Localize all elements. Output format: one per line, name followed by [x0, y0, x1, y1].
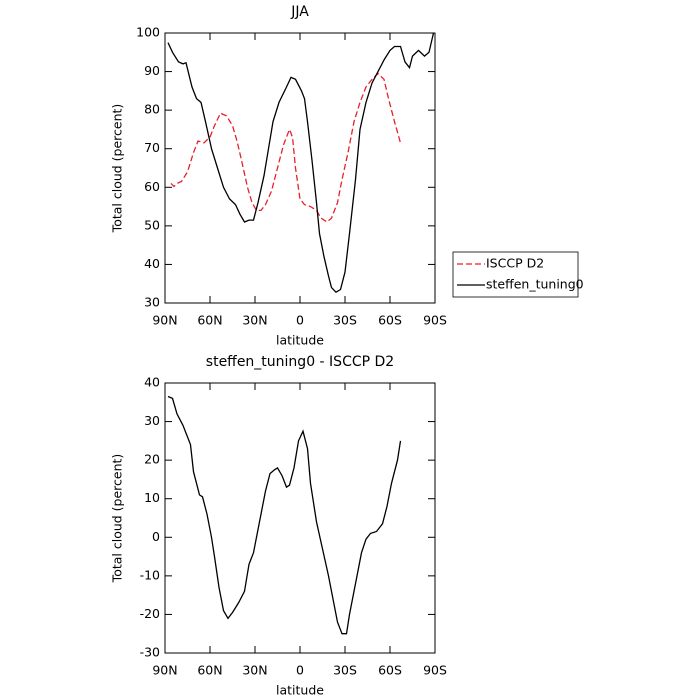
legend-label: ISCCP D2 — [486, 256, 544, 271]
x-tick-label: 90S — [423, 663, 447, 678]
y-tick-label: 0 — [152, 529, 160, 544]
y-tick-label: -10 — [140, 567, 160, 582]
x-tick-label: 60S — [378, 663, 402, 678]
x-tick-label: 30N — [242, 663, 267, 678]
x-tick-label: 30S — [333, 663, 357, 678]
y-tick-label: 70 — [144, 140, 160, 155]
x-axis-label: latitude — [276, 683, 324, 698]
x-axis-label: latitude — [276, 333, 324, 348]
x-tick-label: 30N — [242, 313, 267, 328]
y-axis-label: Total cloud (percent) — [110, 454, 125, 584]
y-tick-label: 30 — [144, 413, 160, 428]
data-line — [167, 32, 435, 294]
legend-box — [452, 251, 579, 298]
y-tick-label: 80 — [144, 102, 160, 117]
y-tick-label: 40 — [144, 256, 160, 271]
x-tick-label: 90N — [152, 313, 177, 328]
y-tick-label: 20 — [144, 452, 160, 467]
legend-label: steffen_tuning0 — [486, 277, 584, 292]
x-tick-label: 0 — [296, 313, 304, 328]
chart-title: JJA — [290, 4, 309, 20]
y-tick-label: 90 — [144, 63, 160, 78]
x-tick-label: 60N — [197, 313, 222, 328]
plot-frame — [164, 32, 436, 304]
data-line — [170, 72, 402, 223]
x-tick-label: 90S — [423, 313, 447, 328]
y-tick-label: -20 — [140, 606, 160, 621]
x-tick-label: 60S — [378, 313, 402, 328]
x-tick-label: 90N — [152, 663, 177, 678]
y-tick-label: 10 — [144, 490, 160, 505]
y-tick-label: 60 — [144, 179, 160, 194]
x-tick-label: 60N — [197, 663, 222, 678]
y-axis-label: Total cloud (percent) — [110, 104, 125, 234]
y-tick-label: 40 — [144, 375, 160, 390]
y-tick-label: 100 — [136, 25, 160, 40]
y-tick-label: 30 — [144, 295, 160, 310]
plot-frame — [164, 382, 436, 654]
data-line — [167, 395, 402, 635]
y-tick-label: -30 — [140, 645, 160, 660]
x-tick-label: 30S — [333, 313, 357, 328]
x-tick-label: 0 — [296, 663, 304, 678]
y-tick-label: 50 — [144, 217, 160, 232]
chart-title: steffen_tuning0 - ISCCP D2 — [206, 354, 394, 370]
